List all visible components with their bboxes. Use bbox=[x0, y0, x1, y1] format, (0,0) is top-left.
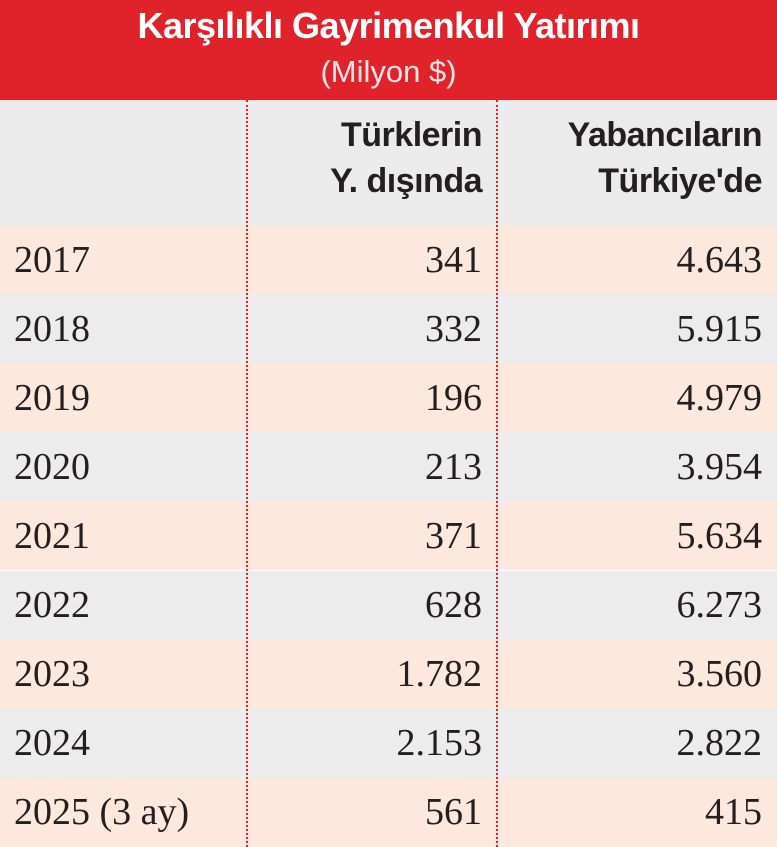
cell-turks-abroad: 196 bbox=[425, 376, 482, 419]
table-row: 2021 371 5.634 bbox=[0, 501, 777, 571]
table-subtitle: (Milyon $) bbox=[320, 54, 457, 89]
cell-foreigners-in-turkey: 4.643 bbox=[676, 238, 763, 281]
cell-turks-abroad: 332 bbox=[425, 307, 482, 350]
row-year: 2018 bbox=[14, 307, 90, 350]
table-row: 2018 332 5.915 bbox=[0, 294, 777, 364]
cell-turks-abroad: 213 bbox=[425, 445, 482, 488]
row-year: 2025 (3 ay) bbox=[14, 791, 190, 834]
row-year: 2017 bbox=[14, 238, 90, 281]
table-row: 2017 341 4.643 bbox=[0, 225, 777, 295]
column-header-line: Y. dışında bbox=[330, 162, 482, 200]
row-year: 2024 bbox=[14, 722, 90, 765]
table-header-banner: Karşılıklı Gayrimenkul Yatırımı (Milyon … bbox=[0, 0, 777, 100]
cell-foreigners-in-turkey: 415 bbox=[705, 791, 762, 834]
table-row: 2019 196 4.979 bbox=[0, 363, 777, 433]
row-year: 2019 bbox=[14, 376, 90, 419]
table-row: 2020 213 3.954 bbox=[0, 432, 777, 502]
row-year: 2022 bbox=[14, 584, 90, 627]
column-header-line: Türkiye'de bbox=[598, 162, 762, 200]
cell-foreigners-in-turkey: 3.954 bbox=[676, 445, 763, 488]
row-year: 2023 bbox=[14, 653, 90, 696]
cell-foreigners-in-turkey: 3.560 bbox=[676, 653, 763, 696]
table-title: Karşılıklı Gayrimenkul Yatırımı bbox=[137, 5, 640, 46]
cell-foreigners-in-turkey: 6.273 bbox=[676, 584, 763, 627]
table-row: 2025 (3 ay) 561 415 bbox=[0, 777, 777, 847]
cell-foreigners-in-turkey: 4.979 bbox=[676, 376, 763, 419]
column-header-foreigners-in-turkey: Yabancıların Türkiye'de bbox=[500, 112, 763, 204]
row-year: 2021 bbox=[14, 514, 90, 557]
table-row: 2023 1.782 3.560 bbox=[0, 639, 777, 709]
row-year: 2020 bbox=[14, 445, 90, 488]
column-divider bbox=[246, 100, 248, 847]
column-header-line: Türklerin bbox=[341, 116, 482, 154]
table-row: 2024 2.153 2.822 bbox=[0, 708, 777, 778]
cell-foreigners-in-turkey: 2.822 bbox=[676, 722, 763, 765]
table-row: 2022 628 6.273 bbox=[0, 570, 777, 640]
cell-foreigners-in-turkey: 5.634 bbox=[676, 514, 763, 557]
column-divider bbox=[496, 100, 498, 847]
cell-turks-abroad: 1.782 bbox=[396, 653, 483, 696]
cell-turks-abroad: 371 bbox=[425, 514, 482, 557]
cell-foreigners-in-turkey: 5.915 bbox=[676, 307, 763, 350]
column-header-turks-abroad: Türklerin Y. dışında bbox=[250, 112, 482, 204]
column-header-row bbox=[0, 100, 777, 225]
cell-turks-abroad: 2.153 bbox=[396, 722, 483, 765]
cell-turks-abroad: 341 bbox=[425, 238, 482, 281]
cell-turks-abroad: 628 bbox=[425, 584, 482, 627]
cell-turks-abroad: 561 bbox=[425, 791, 482, 834]
column-header-line: Yabancıların bbox=[567, 116, 763, 154]
